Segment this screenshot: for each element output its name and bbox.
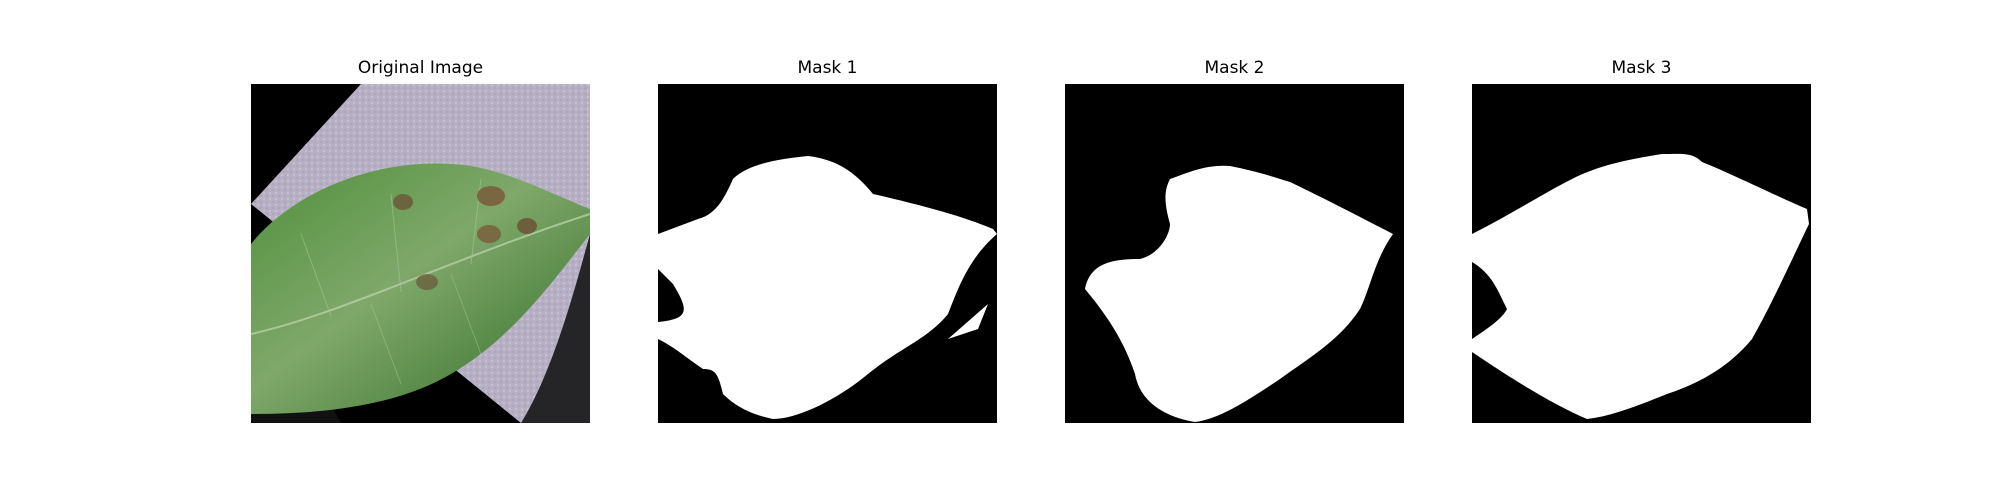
mask-2	[1065, 84, 1404, 423]
mask-2-image	[1065, 84, 1404, 423]
mask-3	[1472, 84, 1811, 423]
mask-1	[658, 84, 997, 423]
panel-title: Mask 2	[1204, 58, 1265, 78]
mask-1-image	[658, 84, 997, 423]
panel-original-image: Original Image	[251, 0, 590, 500]
panel-mask-2: Mask 2	[1065, 0, 1404, 500]
panel-title: Mask 3	[1611, 58, 1672, 78]
original-image	[251, 84, 590, 423]
panel-title: Mask 1	[797, 58, 858, 78]
mask-3-image	[1472, 84, 1811, 423]
panel-mask-1: Mask 1	[658, 0, 997, 500]
panel-mask-3: Mask 3	[1472, 0, 1811, 500]
panel-title: Original Image	[357, 58, 484, 78]
leaf-photo	[251, 84, 590, 423]
